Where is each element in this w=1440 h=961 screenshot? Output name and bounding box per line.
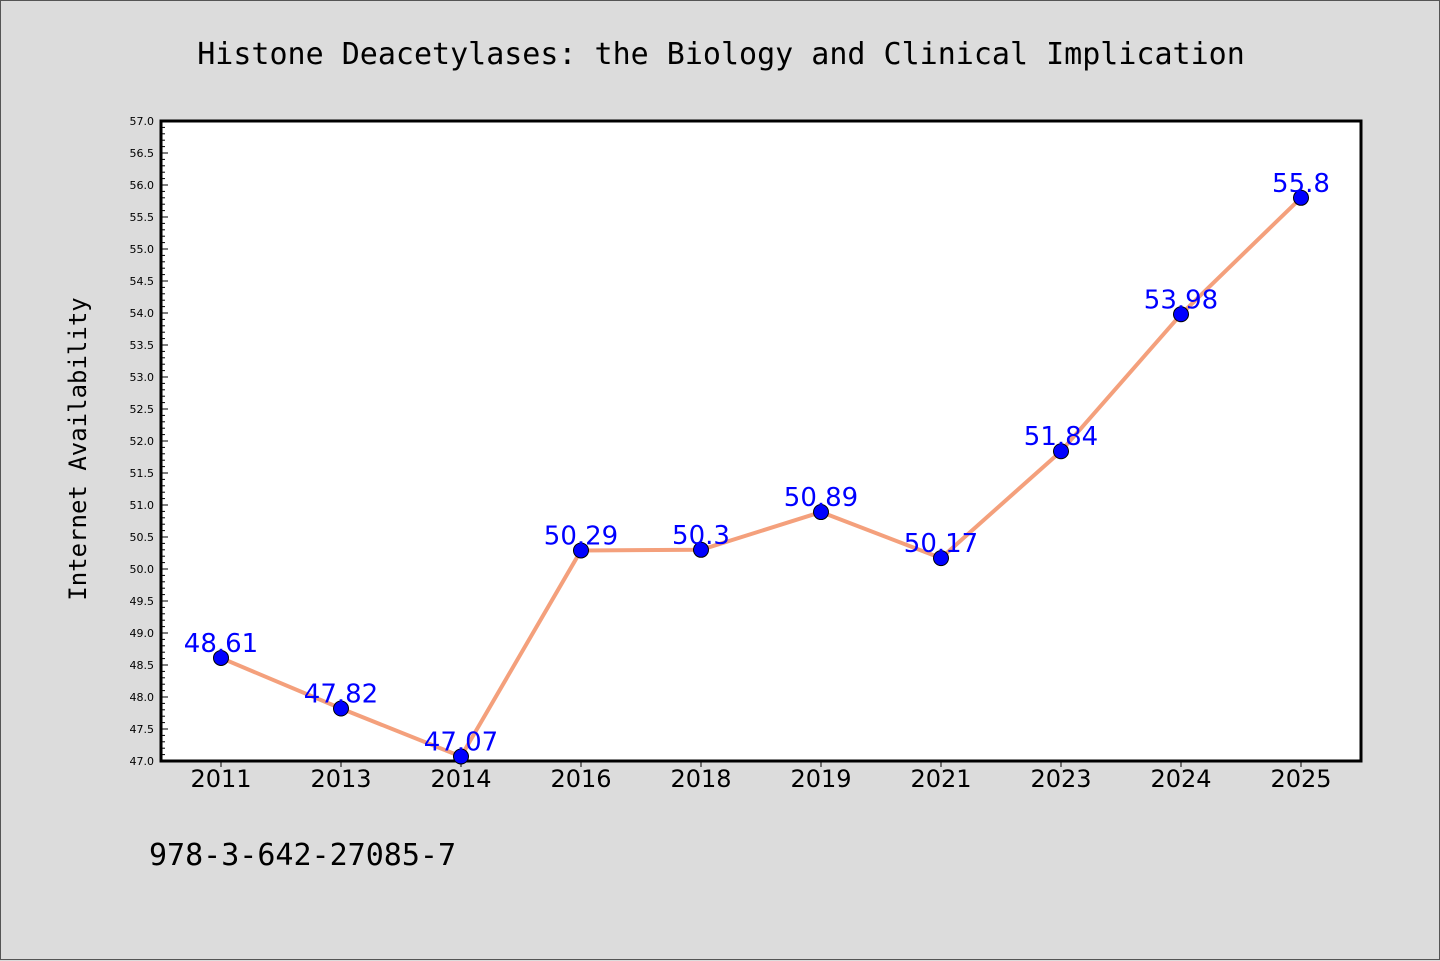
y-tick-label: 48.0 [130, 691, 155, 704]
data-label: 48.61 [184, 629, 258, 659]
data-point [1293, 189, 1309, 206]
data-point [1053, 443, 1069, 460]
data-point [1173, 306, 1189, 323]
x-tick-label: 2016 [550, 765, 611, 793]
plot-area [159, 119, 1363, 763]
y-tick-label: 49.5 [130, 595, 155, 608]
data-label: 50.89 [784, 483, 858, 513]
y-tick-label: 54.5 [130, 275, 155, 288]
chart-title: Histone Deacetylases: the Biology and Cl… [197, 37, 1245, 72]
y-tick-label: 55.5 [130, 211, 155, 224]
data-point [573, 542, 589, 559]
x-tick-label: 2011 [190, 765, 251, 793]
data-label: 50.29 [544, 521, 618, 551]
data-point [333, 700, 349, 717]
x-tick-label: 2023 [1030, 765, 1091, 793]
data-label: 50.17 [904, 529, 978, 559]
y-tick-label: 53.0 [130, 371, 155, 384]
y-tick-label: 53.5 [130, 339, 155, 352]
y-tick-label: 52.0 [130, 435, 155, 448]
y-tick-label: 49.0 [130, 627, 155, 640]
data-point [213, 649, 229, 666]
y-tick-label: 55.0 [130, 243, 155, 256]
x-tick-label: 2018 [670, 765, 731, 793]
x-tick-label: 2025 [1270, 765, 1331, 793]
series-layer: 48.61 47.82 47.07 50.29 50.3 50.89 50.17 51.84 5… [184, 169, 1330, 765]
data-label: 50.3 [672, 521, 730, 551]
x-tick-label: 2024 [1150, 765, 1211, 793]
y-tick-label: 54.0 [130, 307, 155, 320]
y-tick-label: 56.5 [130, 147, 155, 160]
y-tick-label: 51.5 [130, 467, 155, 480]
data-point [933, 550, 949, 567]
data-label: 53.98 [1144, 285, 1218, 315]
data-label: 55.8 [1272, 169, 1330, 199]
y-axis-label: Internet Availability [64, 297, 92, 600]
y-tick-label: 50.0 [130, 563, 155, 576]
x-axis-ticks: 2011 2013 2014 2016 2018 2019 2021 2023 2024 2025 [190, 761, 1332, 793]
x-tick-label: 2014 [430, 765, 491, 793]
y-tick-label: 47.0 [130, 755, 155, 768]
data-label: 51.84 [1024, 422, 1098, 452]
y-tick-label: 57.0 [130, 115, 155, 128]
y-tick-label: 50.5 [130, 531, 155, 544]
data-point [693, 541, 709, 558]
y-tick-label: 56.0 [130, 179, 155, 192]
series-line [219, 195, 1303, 759]
data-label: 47.82 [304, 680, 378, 710]
y-axis-ticks: 47.0 47.5 48.0 48.5 49.0 49.5 50.0 50.5 51.0 51.5… [130, 115, 168, 768]
y-tick-label: 52.5 [130, 403, 155, 416]
y-tick-label: 51.0 [130, 499, 155, 512]
x-tick-label: 2013 [310, 765, 371, 793]
data-point [813, 504, 829, 521]
data-label: 47.07 [424, 728, 498, 758]
y-tick-label: 48.5 [130, 659, 155, 672]
data-point [453, 748, 469, 765]
x-tick-label: 2021 [910, 765, 971, 793]
isbn-text: 978-3-642-27085-7 [149, 838, 456, 873]
y-tick-label: 47.5 [130, 723, 155, 736]
x-tick-label: 2019 [790, 765, 851, 793]
